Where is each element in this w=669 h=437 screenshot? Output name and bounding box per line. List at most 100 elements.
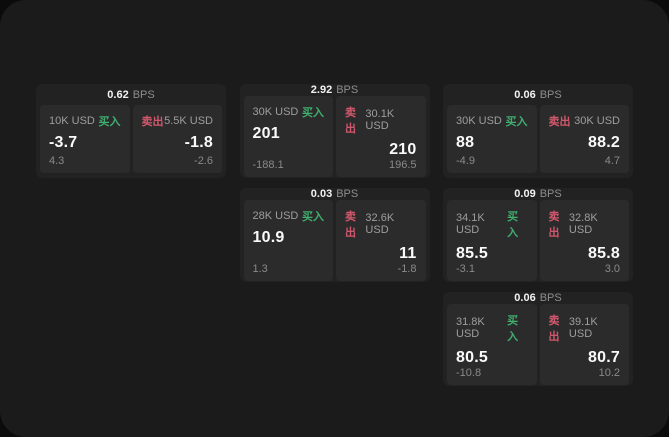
quote-card: 0.62 BPS 10K USD 买入 -3.7 4.3 卖出 5.5K USD…: [36, 84, 226, 178]
buy-panel-header: 34.1K USD 买入: [456, 208, 528, 240]
card-header: 0.03 BPS: [244, 188, 426, 200]
bps-suffix-label: BPS: [132, 88, 155, 101]
bps-suffix-label: BPS: [336, 188, 359, 200]
buy-price-value: -3.7: [49, 134, 78, 151]
sell-sub-value: 196.5: [388, 159, 417, 171]
quote-card: 0.06 BPS 30K USD 买入 88 -4.9 卖出 30K USD 8…: [443, 84, 633, 178]
quote-card: 0.03 BPS 28K USD 买入 10.9 1.3 卖出 32.6K US…: [239, 188, 430, 282]
sell-side-label: 卖出: [548, 315, 560, 343]
quote-panels: 30K USD 买入 201 -188.1 卖出 30.1K USD 210 1…: [243, 96, 426, 177]
sell-side-label: 卖出: [548, 211, 560, 239]
bps-value: 2.92: [310, 84, 333, 96]
bps-suffix-label: BPS: [539, 88, 562, 101]
buy-sub-value: -4.9: [456, 155, 475, 167]
sell-price-value: 88.2: [588, 134, 620, 151]
buy-panel-header: 31.8K USD 买入: [456, 312, 528, 344]
buy-price-value: 85.5: [456, 245, 488, 262]
sell-side-label: 卖出: [345, 107, 356, 135]
sell-panel-header: 卖出 5.5K USD: [142, 113, 214, 129]
buy-side-label: 买入: [302, 107, 324, 119]
sell-panel-header: 卖出 30.1K USD: [345, 104, 417, 136]
sell-price-value: -1.8: [184, 134, 213, 151]
buy-side-label: 买入: [505, 116, 528, 128]
buy-panel[interactable]: 10K USD 买入 -3.7 4.3: [40, 105, 130, 173]
sell-sub-value: -1.8: [397, 263, 417, 275]
buy-panel[interactable]: 30K USD 买入 201 -188.1: [243, 96, 333, 177]
buy-sub-value: 1.3: [252, 263, 268, 275]
quote-panels: 30K USD 买入 88 -4.9 卖出 30K USD 88.2 4.7: [447, 105, 629, 173]
sell-panel-header: 卖出 32.8K USD: [549, 208, 621, 240]
sell-side-label: 卖出: [345, 211, 356, 239]
buy-amount-label: 28K USD: [252, 210, 299, 222]
buy-panel[interactable]: 28K USD 买入 10.9 1.3: [243, 200, 333, 281]
buy-price-value: 10.9: [252, 229, 285, 246]
quote-panels: 31.8K USD 买入 80.5 -10.8 卖出 39.1K USD 80.…: [447, 304, 629, 385]
bps-suffix-label: BPS: [336, 84, 359, 96]
sell-panel[interactable]: 卖出 30K USD 88.2 4.7: [539, 105, 629, 173]
sell-panel[interactable]: 卖出 5.5K USD -1.8 -2.6: [132, 105, 222, 173]
sell-amount-label: 32.6K USD: [365, 212, 395, 236]
cards-grid: 0.62 BPS 10K USD 买入 -3.7 4.3 卖出 5.5K USD…: [0, 84, 669, 386]
buy-amount-label: 30K USD: [252, 106, 299, 118]
sell-sub-value: 4.7: [604, 155, 620, 167]
quote-panels: 28K USD 买入 10.9 1.3 卖出 32.6K USD 11 -1.8: [243, 200, 426, 281]
quote-card: 0.06 BPS 31.8K USD 买入 80.5 -10.8 卖出 39.1…: [443, 292, 633, 386]
card-header: 0.06 BPS: [447, 292, 629, 304]
bps-value: 0.03: [310, 188, 333, 200]
sell-amount-label: 32.8K USD: [568, 212, 598, 236]
bps-value: 0.09: [514, 188, 536, 200]
bps-value: 0.06: [514, 88, 536, 101]
card-header: 0.09 BPS: [447, 188, 629, 200]
quote-panels: 10K USD 买入 -3.7 4.3 卖出 5.5K USD -1.8 -2.…: [40, 105, 222, 173]
buy-panel-header: 28K USD 买入: [253, 208, 325, 224]
sell-price-value: 210: [389, 141, 417, 158]
sell-price-value: 11: [399, 245, 417, 262]
buy-amount-label: 30K USD: [456, 115, 502, 127]
buy-price-value: 88: [456, 134, 475, 151]
buy-price-value: 201: [252, 125, 280, 142]
buy-panel-header: 30K USD 买入: [253, 104, 325, 120]
sell-price-value: 85.8: [588, 245, 620, 262]
sell-amount-label: 39.1K USD: [568, 316, 598, 340]
bps-suffix-label: BPS: [539, 292, 562, 304]
sell-amount-label: 30.1K USD: [365, 108, 395, 132]
buy-panel-header: 30K USD 买入: [456, 113, 528, 129]
buy-sub-value: 4.3: [49, 155, 65, 167]
bps-value: 0.62: [107, 88, 129, 101]
sell-panel[interactable]: 卖出 32.6K USD 11 -1.8: [336, 200, 426, 281]
card-header: 0.06 BPS: [447, 84, 629, 105]
buy-amount-label: 34.1K USD: [456, 212, 485, 236]
buy-sub-value: -188.1: [252, 159, 284, 171]
sell-amount-label: 5.5K USD: [164, 115, 213, 127]
sell-amount-label: 30K USD: [574, 115, 620, 127]
buy-price-value: 80.5: [456, 349, 488, 366]
quote-card: 0.09 BPS 34.1K USD 买入 85.5 -3.1 卖出 32.8K…: [443, 188, 633, 282]
sell-side-label: 卖出: [141, 116, 164, 128]
sell-price-value: 80.7: [588, 349, 620, 366]
sell-panel[interactable]: 卖出 32.8K USD 85.8 3.0: [539, 200, 629, 281]
sell-sub-value: 10.2: [598, 367, 620, 379]
buy-panel-header: 10K USD 买入: [49, 113, 121, 129]
sell-panel-header: 卖出 39.1K USD: [549, 312, 621, 344]
quote-panels: 34.1K USD 买入 85.5 -3.1 卖出 32.8K USD 85.8…: [447, 200, 629, 281]
bps-suffix-label: BPS: [539, 188, 562, 200]
buy-amount-label: 31.8K USD: [456, 316, 485, 340]
sell-panel-header: 卖出 30K USD: [549, 113, 621, 129]
card-header: 0.62 BPS: [40, 84, 222, 105]
buy-side-label: 买入: [302, 211, 324, 223]
sell-sub-value: 3.0: [604, 263, 620, 275]
buy-side-label: 买入: [98, 116, 121, 128]
buy-panel[interactable]: 30K USD 买入 88 -4.9: [447, 105, 537, 173]
sell-sub-value: -2.6: [194, 155, 213, 167]
sell-panel[interactable]: 卖出 30.1K USD 210 196.5: [336, 96, 426, 177]
buy-sub-value: -10.8: [456, 367, 482, 379]
buy-amount-label: 10K USD: [49, 115, 95, 127]
sell-side-label: 卖出: [548, 116, 571, 128]
quote-card: 2.92 BPS 30K USD 买入 201 -188.1 卖出 30.1K …: [239, 84, 430, 178]
buy-side-label: 买入: [507, 315, 519, 343]
buy-panel[interactable]: 34.1K USD 买入 85.5 -3.1: [447, 200, 537, 281]
buy-panel[interactable]: 31.8K USD 买入 80.5 -10.8: [447, 304, 537, 385]
card-header: 2.92 BPS: [244, 84, 426, 96]
sell-panel[interactable]: 卖出 39.1K USD 80.7 10.2: [539, 304, 629, 385]
